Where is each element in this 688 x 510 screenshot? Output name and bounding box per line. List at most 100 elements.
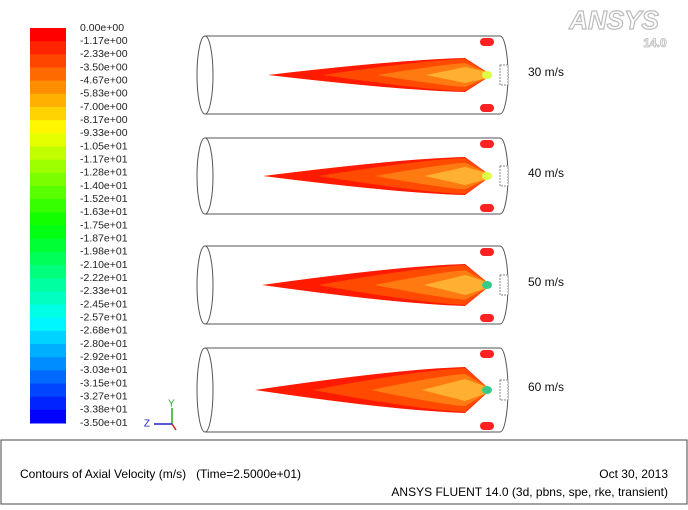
inlet-block [480,422,494,430]
tube-end [197,246,213,324]
color-band [30,68,66,82]
logo-version: 14.0 [643,36,667,50]
color-band [30,54,66,68]
legend-label: -1.52e+01 [80,193,128,205]
legend-label: -1.17e+00 [80,35,128,47]
color-band [30,186,66,200]
legend-label: -1.75e+01 [80,219,128,231]
axis-triad: Z Y [144,399,176,430]
tube-end [197,36,213,114]
legend-label: -1.05e+01 [80,140,128,152]
color-band [30,107,66,121]
color-band [30,41,66,55]
color-band [30,357,66,371]
footer-title: Contours of Axial Velocity (m/s)(Time=2.… [20,467,301,481]
color-band [30,370,66,384]
legend-label: -3.03e+01 [80,364,128,376]
case-label: 30 m/s [528,65,564,79]
color-band [30,344,66,358]
legend-label: -1.28e+01 [80,167,128,179]
legend-label: -7.00e+00 [80,101,128,113]
legend-label: -2.92e+01 [80,351,128,363]
color-band [30,173,66,187]
inlet-block [480,140,494,148]
legend-label: -1.17e+01 [80,153,128,165]
color-band [30,397,66,411]
color-band [30,81,66,95]
legend: 0.00e+00-1.17e+00-2.33e+00-3.50e+00-4.67… [30,22,128,429]
tube-end [197,138,213,214]
inlet-block [480,204,494,212]
legend-label: -2.57e+01 [80,311,128,323]
legend-label: -1.98e+01 [80,246,128,258]
case-label: 50 m/s [528,275,564,289]
color-band [30,305,66,319]
legend-label: -3.27e+01 [80,390,128,402]
color-band [30,199,66,213]
inlet-block [480,248,494,256]
legend-label: -3.38e+01 [80,404,128,416]
inlet-block [480,104,494,112]
legend-label: -5.83e+00 [80,88,128,100]
color-band [30,133,66,147]
footer-date: Oct 30, 2013 [599,467,668,481]
color-band [30,410,66,424]
footer-software: ANSYS FLUENT 14.0 (3d, pbns, spe, rke, t… [391,485,668,499]
case-label: 40 m/s [528,166,564,180]
jet-core [482,71,492,79]
jet-core [482,281,492,289]
legend-label: -1.63e+01 [80,206,128,218]
tube-end [197,348,213,432]
color-band [30,318,66,332]
color-band [30,28,66,42]
color-band [30,147,66,161]
legend-label: -3.50e+01 [80,417,128,429]
case-view: 40 m/s [197,138,564,214]
legend-label: -3.15e+01 [80,377,128,389]
case-label: 60 m/s [528,380,564,394]
nozzle [500,380,508,400]
inlet-block [480,350,494,358]
legend-label: -2.45e+01 [80,298,128,310]
legend-label: -2.33e+00 [80,48,128,60]
color-band [30,265,66,279]
inlet-block [480,314,494,322]
color-band [30,212,66,226]
color-band [30,94,66,108]
color-band [30,120,66,134]
color-band [30,278,66,292]
color-band [30,226,66,240]
screenshot: 0.00e+00-1.17e+00-2.33e+00-3.50e+00-4.67… [0,0,688,505]
legend-label: -2.10e+01 [80,259,128,271]
legend-label: -1.40e+01 [80,180,128,192]
legend-label: -2.33e+01 [80,285,128,297]
legend-label: -8.17e+00 [80,114,128,126]
legend-label: -2.80e+01 [80,338,128,350]
case-view: 60 m/s [197,348,564,432]
jet-core [482,386,492,394]
axis-label: Y [168,399,175,410]
nozzle [500,166,508,186]
color-band [30,331,66,345]
legend-label: -3.50e+00 [80,61,128,73]
contour-views: 30 m/s 40 m/s 50 m/s 60 m/s [197,36,564,432]
color-band [30,252,66,266]
legend-label: -1.87e+01 [80,232,128,244]
nozzle [500,65,508,85]
legend-label: -9.33e+00 [80,127,128,139]
legend-label: 0.00e+00 [80,22,124,34]
jet-core [482,172,492,180]
inlet-block [480,38,494,46]
axis-label: Z [144,419,150,430]
color-band [30,239,66,253]
color-band [30,384,66,398]
color-band [30,291,66,305]
nozzle [500,275,508,295]
legend-label: -4.67e+00 [80,74,128,86]
case-view: 50 m/s [197,246,564,324]
color-band [30,160,66,174]
logo-name: ANSYS [568,5,659,35]
case-view: 30 m/s [197,36,564,114]
legend-label: -2.22e+01 [80,272,128,284]
legend-label: -2.68e+01 [80,325,128,337]
